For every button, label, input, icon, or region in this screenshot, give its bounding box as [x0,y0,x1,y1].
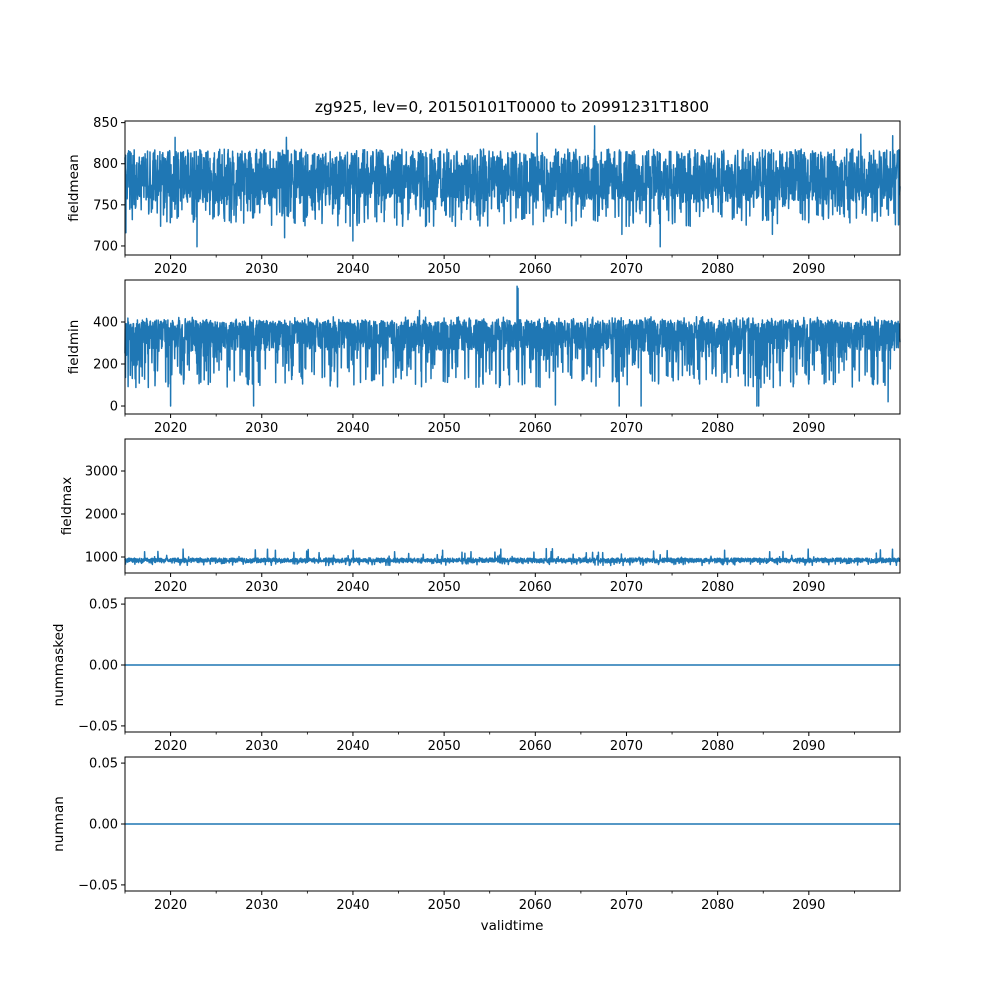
x-tick-label: 2030 [245,262,278,277]
x-tick-label: 2020 [154,898,187,913]
y-axis-label-fieldmin: fieldmin [66,320,82,375]
y-axis-label-fieldmax: fieldmax [59,477,75,536]
axes-frame-fieldmean [124,120,901,256]
x-tick-label: 2020 [154,421,187,436]
series-line-fieldmean [124,125,901,248]
y-axis-label-numnan: numnan [51,796,67,852]
x-tick-label: 2060 [519,262,552,277]
x-tick-label: 2090 [792,421,825,436]
y-tick-label: 0.05 [89,598,118,613]
x-tick-label: 2080 [701,262,734,277]
x-tick-label: 2070 [610,421,643,436]
axes-frame-fieldmax [124,438,901,574]
y-tick-label: 750 [93,198,118,213]
x-tick-label: 2090 [792,739,825,754]
x-tick-label: 2060 [519,898,552,913]
x-tick-label: 2050 [428,898,461,913]
axes-frame-fieldmin [124,279,901,415]
x-tick-label: 2070 [610,898,643,913]
y-tick-label: 0.05 [89,757,118,772]
y-tick-label: 0 [110,400,118,415]
series-line-fieldmax [124,547,901,567]
y-tick-label: −0.05 [78,878,118,893]
chart-title: zg925, lev=0, 20150101T0000 to 20991231T… [315,98,709,116]
x-tick-label: 2050 [428,262,461,277]
y-tick-label: 0.00 [89,818,118,833]
x-tick-label: 2020 [154,739,187,754]
x-tick-label: 2060 [519,421,552,436]
x-tick-label: 2090 [792,898,825,913]
x-tick-label: 2030 [245,421,278,436]
y-tick-label: 800 [93,157,118,172]
y-tick-label: 2000 [85,507,118,522]
series-line-fieldmin [124,285,901,407]
x-tick-label: 2080 [701,580,734,595]
y-tick-label: −0.05 [78,719,118,734]
x-tick-label: 2020 [154,580,187,595]
x-tick-label: 2050 [428,739,461,754]
y-tick-label: 3000 [85,464,118,479]
x-tick-label: 2030 [245,739,278,754]
x-tick-label: 2090 [792,580,825,595]
x-tick-label: 2050 [428,421,461,436]
x-tick-label: 2020 [154,262,187,277]
y-tick-label: 850 [93,116,118,131]
x-tick-label: 2030 [245,898,278,913]
x-tick-label: 2060 [519,739,552,754]
y-tick-label: 700 [93,239,118,254]
x-tick-label: 2070 [610,739,643,754]
x-tick-label: 2080 [701,898,734,913]
y-tick-label: 200 [93,358,118,373]
x-tick-label: 2040 [336,898,369,913]
x-tick-label: 2040 [336,580,369,595]
x-tick-label: 2090 [792,262,825,277]
x-tick-label: 2040 [336,262,369,277]
x-axis-label: validtime [481,918,544,934]
x-tick-label: 2080 [701,421,734,436]
x-tick-label: 2070 [610,262,643,277]
y-axis-label-nummasked: nummasked [51,624,67,707]
x-tick-label: 2040 [336,739,369,754]
y-tick-label: 400 [93,316,118,331]
x-tick-label: 2070 [610,580,643,595]
y-axis-label-fieldmean: fieldmean [66,154,82,221]
y-tick-label: 1000 [85,551,118,566]
y-tick-label: 0.00 [89,659,118,674]
x-tick-label: 2050 [428,580,461,595]
x-tick-label: 2060 [519,580,552,595]
x-tick-label: 2030 [245,580,278,595]
x-tick-label: 2080 [701,739,734,754]
x-tick-label: 2040 [336,421,369,436]
